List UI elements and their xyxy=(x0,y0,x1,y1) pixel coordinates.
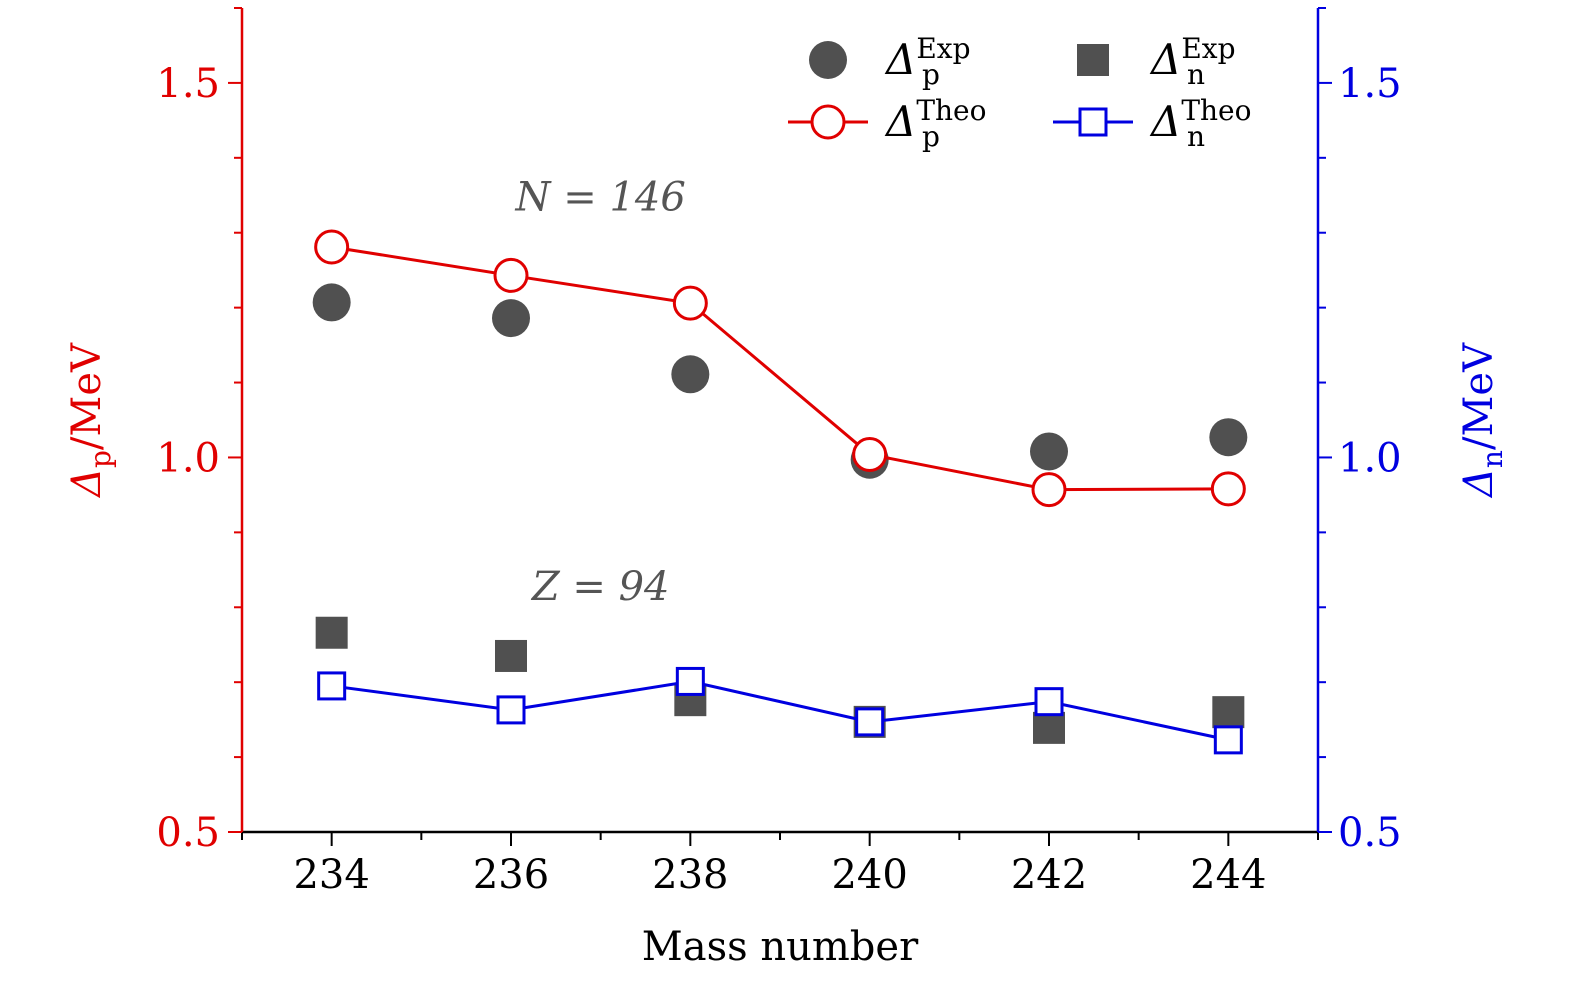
series-p-theo xyxy=(314,229,1246,508)
data-point xyxy=(317,671,347,701)
legend-marker xyxy=(1078,107,1108,137)
x-tick-label: 234 xyxy=(293,852,369,898)
legend-marker xyxy=(1077,44,1109,76)
data-point xyxy=(495,639,527,672)
data-point xyxy=(1031,472,1067,508)
data-point xyxy=(1213,725,1243,755)
x-tick-label: 244 xyxy=(1190,852,1266,898)
annotation: N = 146 xyxy=(515,174,686,220)
left-y-axis-label: Δp/MeV xyxy=(64,342,117,499)
right-y-tick-label: 0.5 xyxy=(1338,810,1402,856)
x-tick-label: 238 xyxy=(652,852,728,898)
x-axis-label: Mass number xyxy=(642,924,919,970)
data-point xyxy=(312,283,351,322)
data-point xyxy=(315,616,348,649)
series-p-exp xyxy=(312,283,1248,479)
data-point xyxy=(493,257,529,293)
left-y-tick-label: 1.0 xyxy=(156,435,220,481)
right-y-axis-label: Δn/MeV xyxy=(1456,342,1509,499)
left-y-tick-label: 1.5 xyxy=(156,61,220,107)
x-tick-label: 240 xyxy=(831,852,907,898)
data-point xyxy=(1033,711,1065,744)
data-point xyxy=(855,707,885,737)
x-tick-label: 242 xyxy=(1011,852,1087,898)
legend-label: ΔExp n xyxy=(1149,32,1236,91)
series-line xyxy=(331,679,1229,742)
legend-item: ΔTheo p xyxy=(788,94,986,153)
x-tick-label: 236 xyxy=(473,852,549,898)
data-point xyxy=(675,666,705,696)
legend-label: ΔExp p xyxy=(884,32,971,91)
annotation: Z = 94 xyxy=(530,564,670,610)
series-n-exp xyxy=(315,616,1245,744)
legend-item: ΔTheo n xyxy=(1053,94,1251,153)
legend-label: ΔTheo p xyxy=(884,94,986,153)
data-point xyxy=(852,436,888,472)
data-point xyxy=(314,229,350,265)
data-point xyxy=(492,299,530,338)
left-y-tick-label: 0.5 xyxy=(156,810,220,856)
data-point xyxy=(1209,418,1248,457)
legend-marker xyxy=(810,104,846,140)
data-point xyxy=(496,695,526,725)
legend-item: ΔExp n xyxy=(1077,32,1236,91)
data-point xyxy=(1030,432,1068,471)
data-point xyxy=(1212,696,1245,729)
legend-marker xyxy=(809,41,847,79)
data-point xyxy=(672,285,708,321)
series-line xyxy=(331,245,1229,492)
right-y-tick-label: 1.0 xyxy=(1338,435,1402,481)
series-n-theo xyxy=(317,666,1243,755)
legend-label: ΔTheo n xyxy=(1149,94,1251,153)
right-y-tick-label: 1.5 xyxy=(1338,61,1402,107)
legend: ΔExp p ΔExp n ΔTheo p ΔTheo n xyxy=(788,32,1251,153)
data-point xyxy=(1034,687,1064,717)
data-point xyxy=(1210,471,1246,507)
data-point xyxy=(671,355,710,394)
legend-item: ΔExp p xyxy=(809,32,971,91)
